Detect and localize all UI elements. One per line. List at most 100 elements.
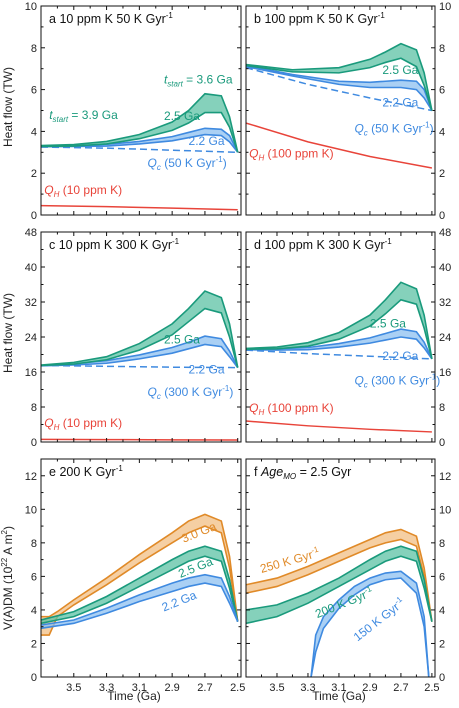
- ylabel-bottom-sup: 22: [0, 557, 9, 566]
- band-250-k-gyr-1: [246, 529, 432, 622]
- annotation: tstart = 3.9 Ga: [49, 108, 118, 124]
- annotation: 2.2 Ga: [189, 134, 225, 148]
- band-upper-2-2-ga: [41, 573, 239, 626]
- ytick-label: 4: [31, 605, 37, 617]
- ytick-label: 24: [439, 332, 451, 344]
- panel-c: 0 8 16 24 32 40 48 c 10 ppm K 300 K Gyr-1 2.5 Ga…: [25, 227, 242, 449]
- dashed-line-q-c-50-k-gyr-1: [246, 66, 433, 112]
- band-lower-2-2-ga: [41, 133, 239, 153]
- xtick-label: 3.3: [300, 682, 315, 694]
- ytick-label: 0: [439, 437, 445, 449]
- panel-letter: f: [254, 465, 261, 479]
- band-2-5-ga: [41, 93, 238, 153]
- ylabel-bottom-unit: A m: [1, 534, 15, 557]
- panel-letter: e: [49, 465, 59, 479]
- plot-area-f: [246, 528, 433, 677]
- panel-f: 0 2 4 6 8 10 12 3.5 3.3 3.1 2.9 2.7 2.5 f AgeMO = 2.5…: [245, 458, 451, 694]
- plot-area-c: [41, 290, 239, 441]
- ytick-label: 4: [439, 126, 445, 138]
- annotation: QH (10 ppm K): [44, 416, 122, 432]
- band-upper-3-0-ga: [41, 513, 239, 622]
- ytick-label: 40: [25, 262, 37, 274]
- band-lower-200-k-gyr-1: [246, 555, 433, 625]
- band-2-2-ga: [41, 336, 238, 368]
- y-axis-title-bottom: V(A)DM (1022 A m2): [0, 526, 15, 630]
- ytick-label: 8: [31, 43, 37, 55]
- ytick-label: 6: [31, 571, 37, 583]
- xtick-label: 2.9: [362, 682, 377, 694]
- x-axis-title-left: Time (Ga): [107, 689, 161, 703]
- band-upper-200-k-gyr-1: [246, 545, 433, 622]
- line-q-h-10-ppm-k: [41, 204, 238, 211]
- axes-frame-e: [40, 458, 242, 678]
- band-2-5-ga: [41, 291, 238, 368]
- ytick-label: 40: [439, 262, 451, 274]
- band-3-0-ga: [41, 514, 238, 636]
- xtick-label: 2.7: [393, 682, 408, 694]
- ylabel-bottom-close: ): [1, 526, 15, 530]
- ytick-label: 0: [31, 210, 37, 222]
- panel-title-f: f AgeMO = 2.5 Gyr: [254, 465, 351, 481]
- ytick-label: 6: [439, 571, 445, 583]
- ytick-label: 12: [25, 471, 37, 483]
- annotation: QH (10 ppm K): [44, 183, 122, 199]
- x-axis-title-right: Time (Ga): [312, 689, 366, 703]
- band-lower-150-k-gyr-1: [310, 577, 430, 677]
- ytick-label: 4: [31, 126, 37, 138]
- annotation: QH (100 ppm K): [249, 147, 334, 163]
- annotation: 2.2 Ga: [382, 95, 418, 109]
- ytick-label: 16: [25, 367, 37, 379]
- ytick-label: 0: [439, 672, 445, 684]
- dashed-line-q-c-300-k-gyr-1: [246, 349, 432, 360]
- band-upper-2-5-ga: [246, 42, 433, 111]
- band-upper-2-5-ga: [246, 281, 433, 360]
- ytick-label: 2: [439, 168, 445, 180]
- annotation: 2.5 Ga: [370, 316, 406, 330]
- ytick-label: 10: [25, 1, 37, 13]
- ytick-label: 6: [439, 85, 445, 97]
- band-lower-2-5-ga: [41, 111, 239, 153]
- panel-a: 0 2 4 6 8 10 a 10 ppm K 50 K Gyr-1 tstart = 3.6…: [25, 1, 242, 222]
- band-upper-2-5-ga: [41, 92, 239, 153]
- ytick-label: 0: [439, 210, 445, 222]
- annotation: Qc (50 K Gyr-1): [148, 155, 227, 172]
- xtick-label: 3.3: [99, 682, 114, 694]
- ytick-label: 8: [439, 402, 445, 414]
- band-lower-2-5-ga: [246, 57, 433, 111]
- band-lower-2-2-ga: [246, 336, 433, 360]
- panel-d: 0 8 16 24 32 40 48 d 100 ppm K 300 K Gyr-1 2.5 G…: [245, 227, 451, 449]
- ytick-label: 8: [439, 43, 445, 55]
- band-lower-2-5-ga: [41, 555, 239, 625]
- annotation: 2.5 Ga: [164, 109, 200, 123]
- y-axis-title-top: Heat flow (TW): [1, 67, 15, 147]
- ytick-label: 48: [439, 227, 451, 239]
- xtick-label: 3.1: [132, 682, 147, 694]
- band-lower-2-2-ga: [41, 582, 239, 630]
- ytick-label: 48: [25, 227, 37, 239]
- panel-letter: a: [49, 12, 59, 26]
- plot-area-d: [246, 281, 433, 433]
- annotation: 2.5 Ga: [164, 333, 200, 347]
- ytick-label: 6: [31, 85, 37, 97]
- annotation: Qc (50 K Gyr-1): [354, 120, 433, 137]
- ytick-label: 10: [439, 504, 451, 516]
- plot-area-a: [41, 92, 239, 211]
- plot-area-e: [41, 513, 239, 636]
- line-q-h-100-ppm-k: [246, 122, 433, 169]
- panel-letter: d: [254, 238, 264, 252]
- band-lower-2-2-ga: [41, 343, 239, 369]
- band-2-5-ga: [246, 43, 432, 111]
- xtick-label: 2.5: [230, 682, 245, 694]
- annotation: Qc (300 K Gyr-1): [148, 384, 234, 401]
- ytick-label: 4: [439, 605, 445, 617]
- ytick-label: 24: [25, 332, 37, 344]
- annotation: 2.5 Ga: [382, 63, 418, 77]
- axes-frame-b: [245, 5, 436, 216]
- ytick-label: 32: [439, 297, 451, 309]
- ytick-label: 32: [25, 297, 37, 309]
- panel-title-a: a 10 ppm K 50 K Gyr-1: [49, 11, 173, 26]
- band-lower-2-5-ga: [41, 307, 239, 368]
- xtick-label: 2.5: [424, 682, 439, 694]
